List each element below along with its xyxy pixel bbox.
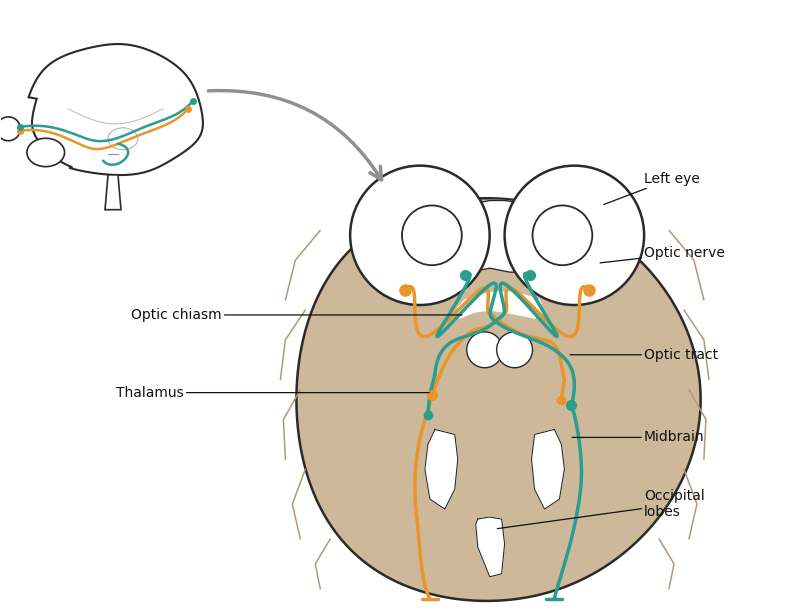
Text: Left eye: Left eye <box>604 172 700 204</box>
Circle shape <box>402 205 462 265</box>
Text: Optic nerve: Optic nerve <box>600 246 725 263</box>
Polygon shape <box>28 44 203 175</box>
Polygon shape <box>443 200 549 272</box>
Text: Optic chiasm: Optic chiasm <box>131 308 462 322</box>
Text: Optic tract: Optic tract <box>570 348 719 362</box>
Text: Thalamus: Thalamus <box>116 386 429 400</box>
Circle shape <box>497 332 533 368</box>
Circle shape <box>533 205 593 265</box>
Polygon shape <box>105 175 121 210</box>
Polygon shape <box>475 517 504 577</box>
Circle shape <box>350 165 490 305</box>
Text: Occipital
lobes: Occipital lobes <box>497 489 705 529</box>
Circle shape <box>467 332 503 368</box>
Polygon shape <box>531 429 564 509</box>
Circle shape <box>504 165 644 305</box>
Polygon shape <box>425 429 458 509</box>
Polygon shape <box>458 292 545 318</box>
Polygon shape <box>297 198 700 601</box>
Ellipse shape <box>27 138 65 167</box>
Text: Midbrain: Midbrain <box>572 430 704 445</box>
Circle shape <box>0 117 20 141</box>
